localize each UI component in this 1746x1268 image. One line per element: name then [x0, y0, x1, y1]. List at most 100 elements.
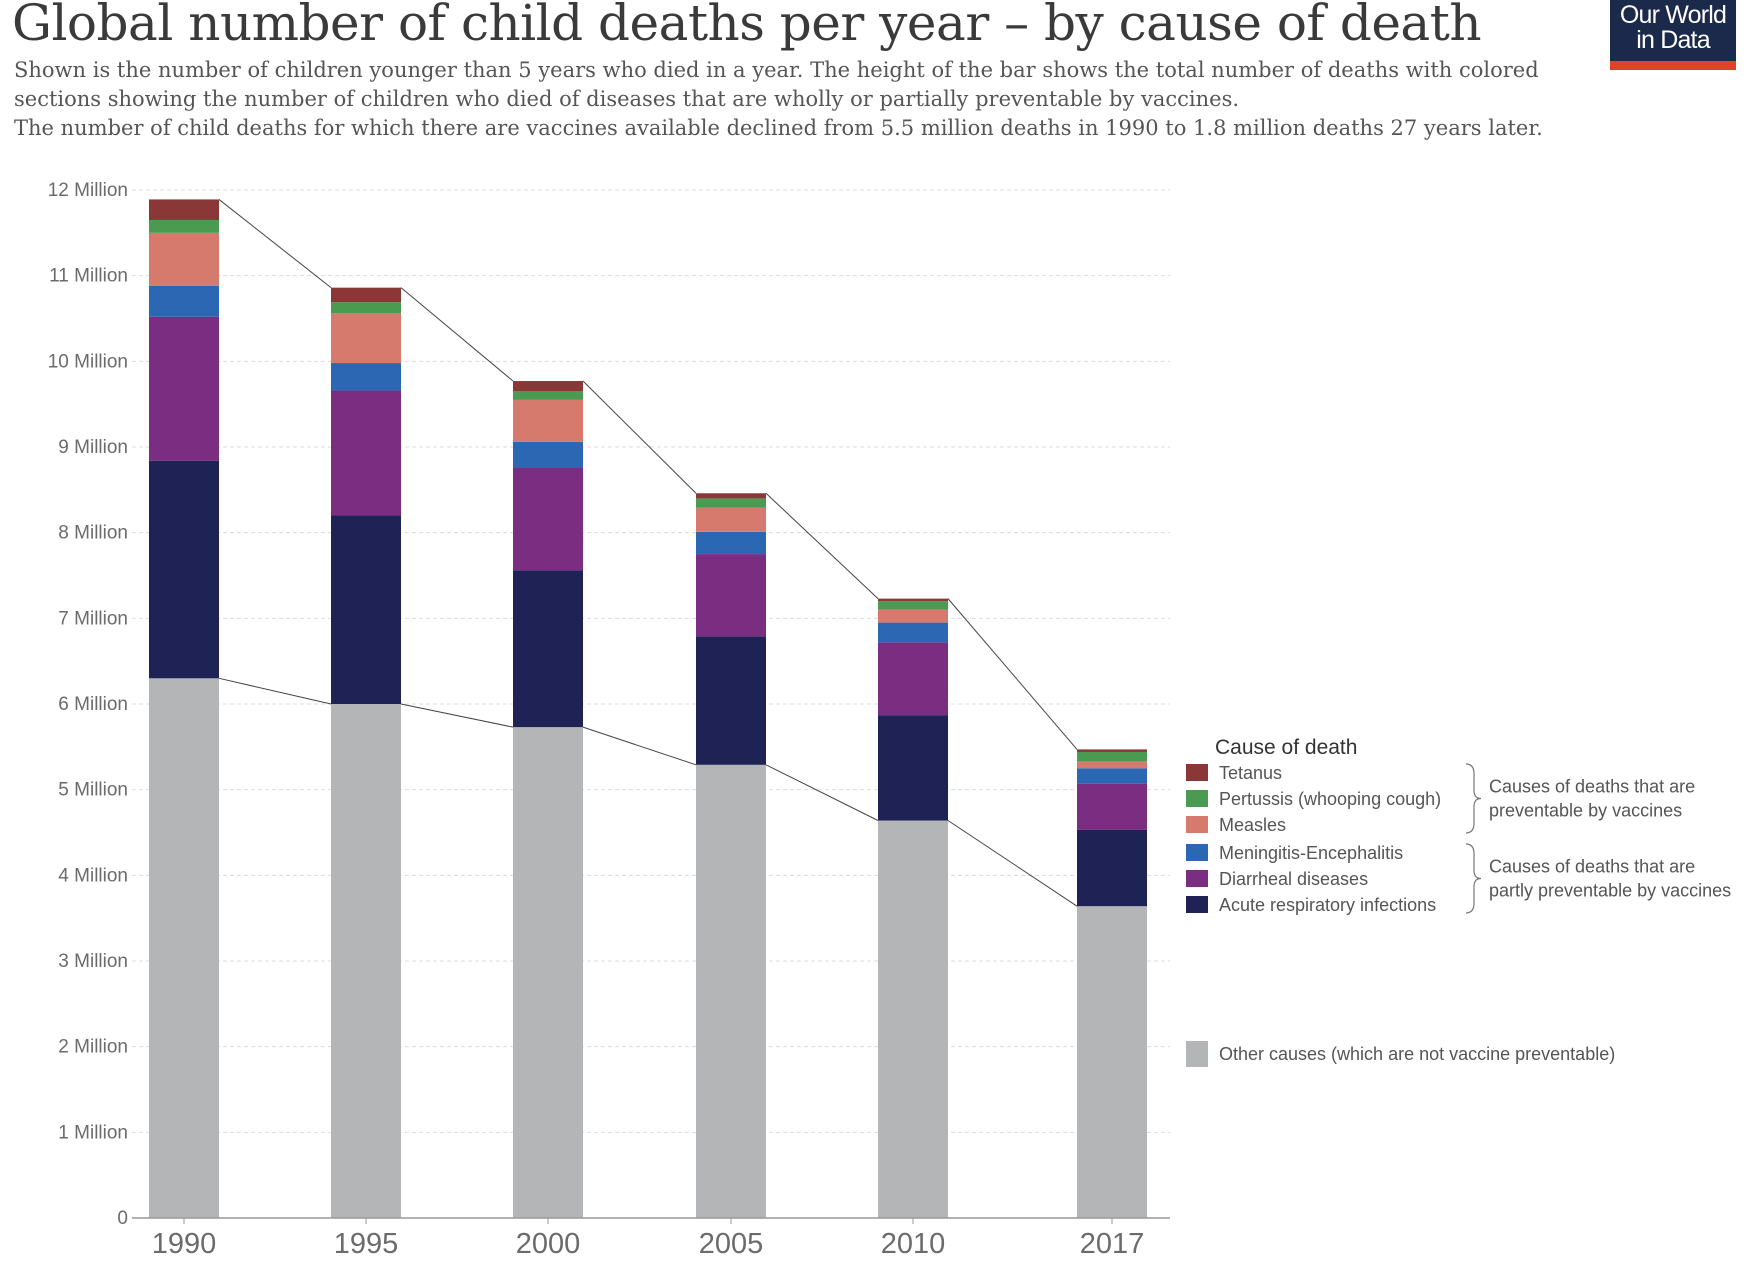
bar-segment	[878, 715, 948, 821]
bar-segment	[331, 515, 401, 704]
other-causes-connector-line	[765, 764, 879, 821]
gridlines	[132, 189, 1170, 1133]
legend: Cause of death Tetanus Pertussis (whooping…	[1186, 736, 1731, 1067]
x-tick-label: 2017	[1080, 1228, 1145, 1260]
subtitle-line-1: Shown is the number of children younger …	[14, 58, 1539, 82]
bar-segment	[696, 493, 766, 499]
bar-segment	[149, 199, 219, 220]
bar-segment	[331, 363, 401, 391]
legend-title: Cause of death	[1215, 736, 1357, 759]
logo-line-2: in Data	[1636, 26, 1710, 54]
axes: 0 1 Million 2 Million 3 Million 4 Million 5 M…	[48, 180, 1170, 1260]
legend-item-label: Other causes (which are not vaccine prev…	[1219, 1044, 1615, 1064]
bar-segment	[878, 642, 948, 716]
legend-swatch	[1186, 844, 1208, 861]
y-tick-label: 0	[117, 1208, 128, 1229]
y-tick-label: 7 Million	[58, 608, 128, 629]
legend-swatch	[1186, 1041, 1208, 1067]
bar-segment	[149, 219, 219, 233]
legend-item-label: Measles	[1219, 815, 1286, 835]
bar-segment	[331, 287, 401, 303]
bar-segment	[1077, 761, 1147, 769]
bar-segment	[696, 764, 766, 1218]
subtitle-line-2: sections showing the number of children …	[14, 87, 1240, 111]
bar-segment	[878, 609, 948, 623]
other-causes-connector-line	[582, 726, 697, 766]
legend-group-label: partly preventable by vaccines	[1489, 881, 1731, 901]
bar-segment	[513, 441, 583, 468]
y-tick-label: 9 Million	[58, 437, 128, 458]
total-connector-line	[400, 287, 514, 382]
bar-segment	[1077, 751, 1147, 762]
legend-group-label: preventable by vaccines	[1489, 801, 1682, 821]
y-tick-label: 3 Million	[58, 951, 128, 972]
bar-segment	[149, 232, 219, 286]
bar-segment	[1077, 906, 1147, 1218]
other-causes-connector-line	[400, 703, 514, 728]
bar-segment	[878, 601, 948, 610]
other-causes-connector-line	[947, 820, 1078, 907]
total-connector-line	[218, 199, 332, 289]
logo-line-1: Our World	[1619, 1, 1727, 29]
bar-segment	[149, 460, 219, 679]
bar-segment	[1077, 749, 1147, 752]
y-tick-label: 12 Million	[48, 180, 128, 201]
y-tick-label: 4 Million	[58, 865, 128, 886]
bar-segment	[878, 622, 948, 643]
legend-swatch	[1186, 896, 1208, 913]
bar-segment	[1077, 829, 1147, 907]
bar-segment	[149, 678, 219, 1218]
legend-item-label: Pertussis (whooping cough)	[1219, 789, 1441, 809]
bar-segment	[696, 554, 766, 637]
bar-segment	[331, 390, 401, 516]
y-tick-label: 1 Million	[58, 1122, 128, 1143]
logo-accent-bar	[1610, 61, 1736, 70]
x-tick-label: 2000	[516, 1228, 581, 1260]
legend-group-brace	[1465, 763, 1482, 834]
legend-swatch	[1186, 816, 1208, 833]
bar-segment	[696, 531, 766, 555]
bar-segment	[149, 285, 219, 317]
bar-segment	[513, 570, 583, 728]
total-connector-line	[765, 492, 879, 599]
y-tick-label: 8 Million	[58, 523, 128, 544]
total-connector-line	[947, 598, 1078, 750]
bar-segment	[1077, 783, 1147, 830]
y-tick-label: 2 Million	[58, 1037, 128, 1058]
legend-item-label: Tetanus	[1219, 763, 1282, 783]
bar-segment	[696, 507, 766, 532]
y-tick-label: 6 Million	[58, 694, 128, 715]
legend-swatch	[1186, 870, 1208, 887]
legend-group-label: Causes of deaths that are	[1489, 857, 1695, 877]
legend-swatch	[1186, 764, 1208, 781]
other-causes-connector-line	[218, 677, 332, 705]
owid-logo[interactable]: Our World in Data	[1610, 0, 1736, 70]
bar-segment	[878, 598, 948, 602]
legend-swatch	[1186, 790, 1208, 807]
total-connector-line	[582, 380, 697, 494]
chart-subtitle: Shown is the number of children younger …	[14, 56, 1614, 143]
x-tick-label: 1995	[334, 1228, 399, 1260]
y-tick-label: 11 Million	[49, 266, 128, 287]
bar-segment	[878, 820, 948, 1218]
legend-item-label: Diarrheal diseases	[1219, 869, 1368, 889]
bar-segment	[696, 498, 766, 508]
x-tick-label: 1990	[152, 1228, 217, 1260]
bar-segment	[149, 316, 219, 461]
bar-segment	[696, 636, 766, 765]
bar-segment	[513, 399, 583, 442]
x-tick-label: 2010	[881, 1228, 946, 1260]
legend-item-label: Acute respiratory infections	[1219, 895, 1436, 915]
bar-segment	[513, 727, 583, 1218]
y-tick-label: 10 Million	[48, 351, 128, 372]
legend-group-brace	[1465, 843, 1482, 914]
bar-connectors	[218, 199, 1078, 907]
bar-segment	[513, 381, 583, 392]
bar-segment	[331, 313, 401, 364]
chart-title: Global number of child deaths per year –…	[12, 0, 1482, 52]
bar-segment	[1077, 768, 1147, 784]
legend-item-label: Meningitis-Encephalitis	[1219, 843, 1403, 863]
y-tick-label: 5 Million	[58, 780, 128, 801]
legend-group-label: Causes of deaths that are	[1489, 777, 1695, 797]
